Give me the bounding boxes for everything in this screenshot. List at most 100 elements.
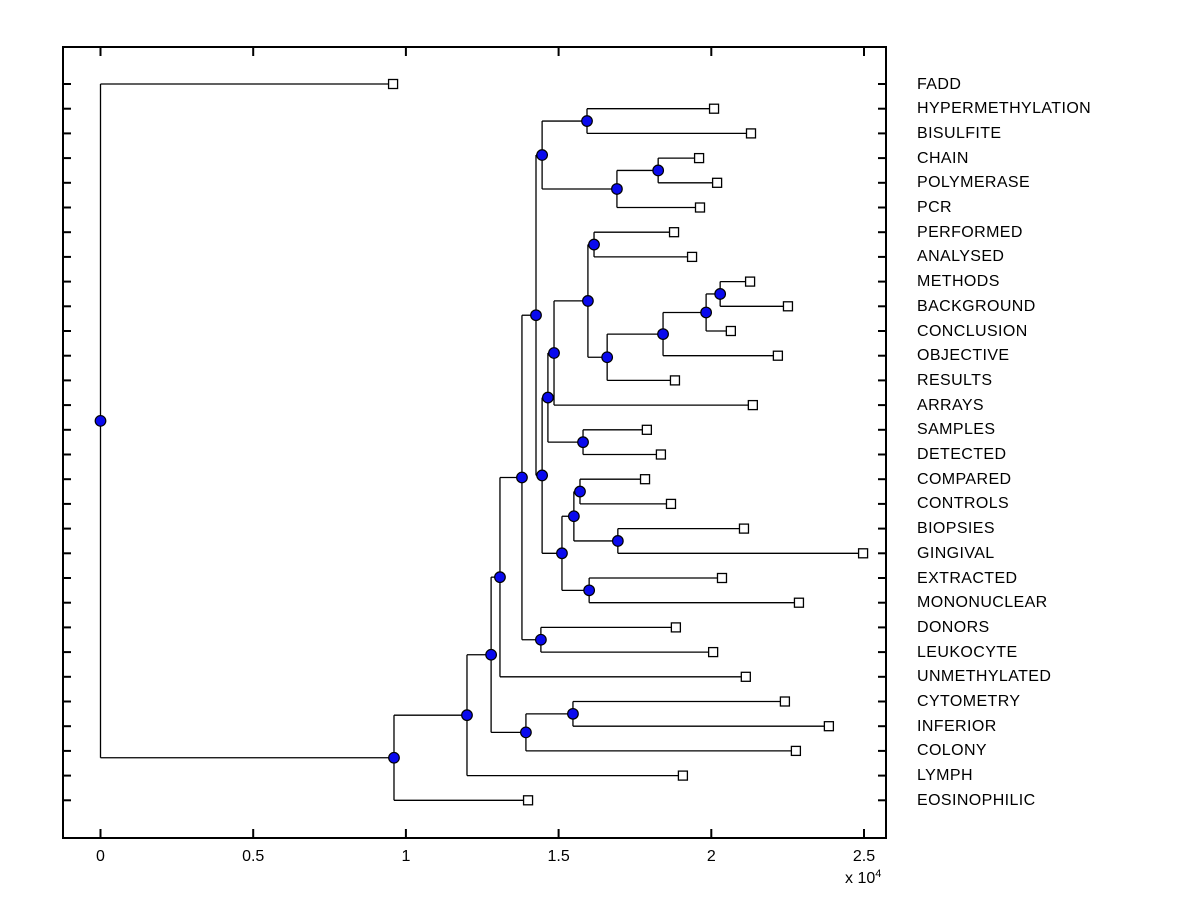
leaf-marker xyxy=(772,350,784,361)
leaf-label-arrays: ARRAYS xyxy=(917,396,985,414)
internal-node-marker xyxy=(574,485,586,498)
internal-node-marker xyxy=(611,183,623,195)
leaf-marker xyxy=(744,276,756,287)
x-tick-label-0: 0 xyxy=(96,848,105,865)
internal-node-marker xyxy=(485,648,498,661)
leaf-label-lymph: LYMPH xyxy=(917,767,973,785)
leaf-label-inferior: INFERIOR xyxy=(917,717,997,735)
leaf-label-pcr: PCR xyxy=(917,199,952,216)
leaf-label-gingival: GINGIVAL xyxy=(917,544,995,562)
x-tick-label-0.5: 0.5 xyxy=(242,848,265,865)
leaf-label-eosinophilic: EOSINOPHILIC xyxy=(917,791,1036,809)
internal-node-marker xyxy=(583,584,596,597)
leaf-label-chain: CHAIN xyxy=(917,149,969,167)
internal-node-marker xyxy=(530,309,542,322)
leaf-marker xyxy=(857,548,869,559)
leaf-label-cytometry: CYTOMETRY xyxy=(917,693,1021,710)
leaf-label-fadd: FADD xyxy=(917,75,962,93)
internal-node-marker xyxy=(601,351,614,364)
internal-node-marker xyxy=(582,294,594,307)
leaf-marker xyxy=(655,449,667,460)
leaf-label-samples: SAMPLES xyxy=(917,421,996,439)
leaf-marker xyxy=(779,696,791,707)
leaf-marker xyxy=(387,78,399,90)
internal-node-marker xyxy=(388,751,400,764)
leaf-marker xyxy=(665,498,677,510)
leaf-marker xyxy=(522,795,534,806)
leaf-marker xyxy=(790,745,802,757)
leaf-marker xyxy=(694,202,706,213)
axis-multiplier-base: x 10 xyxy=(845,870,876,887)
leaf-label-leukocyte: LEUKOCYTE xyxy=(917,643,1018,661)
leaf-marker xyxy=(708,103,720,114)
internal-node-marker xyxy=(567,707,579,720)
leaf-label-background: BACKGROUND xyxy=(917,297,1036,315)
leaf-label-unmethylated: UNMETHYLATED xyxy=(917,668,1052,686)
leaf-marker xyxy=(725,325,736,337)
x-tick-label-1.5: 1.5 xyxy=(547,848,570,865)
leaf-label-mononuclear: MONONUCLEAR xyxy=(917,594,1048,612)
leaf-marker xyxy=(793,597,805,608)
internal-node-marker xyxy=(520,726,532,739)
x-tick-label-2.5: 2.5 xyxy=(852,848,876,865)
internal-node-marker xyxy=(536,149,549,161)
leaf-marker xyxy=(693,152,705,164)
leaf-marker xyxy=(738,523,750,534)
internal-node-marker xyxy=(581,115,593,127)
internal-node-marker xyxy=(536,469,549,482)
internal-node-marker xyxy=(611,535,624,547)
internal-node-marker xyxy=(556,547,568,560)
internal-node-marker xyxy=(567,510,580,523)
leaf-label-bisulfite: BISULFITE xyxy=(917,124,1002,142)
leaf-marker xyxy=(639,474,651,485)
leaf-label-analysed: ANALYSED xyxy=(917,248,1005,266)
leaf-marker xyxy=(823,721,835,732)
leaf-label-polymerase: POLYMERASE xyxy=(917,174,1031,192)
leaf-marker xyxy=(711,177,723,188)
leaf-marker xyxy=(641,424,653,435)
internal-node-marker xyxy=(548,347,560,359)
internal-node-marker xyxy=(542,391,554,404)
leaf-marker xyxy=(707,646,719,658)
leaf-label-detected: DETECTED xyxy=(917,446,1007,463)
leaf-label-extracted: EXTRACTED xyxy=(917,569,1018,587)
leaf-marker xyxy=(747,399,758,411)
leaf-label-biopsies: BIOPSIES xyxy=(917,520,995,538)
leaf-label-controls: CONTROLS xyxy=(917,495,1010,513)
internal-node-marker xyxy=(516,471,528,484)
leaf-marker xyxy=(745,128,757,139)
internal-node-marker xyxy=(714,288,727,300)
internal-node-marker xyxy=(577,436,589,449)
leaf-label-compared: COMPARED xyxy=(917,470,1012,488)
internal-node-marker xyxy=(588,238,600,251)
leaf-label-results: RESULTS xyxy=(917,371,993,389)
leaf-marker xyxy=(686,251,698,263)
leaf-marker xyxy=(782,301,794,312)
leaf-marker xyxy=(677,770,689,781)
internal-node-marker xyxy=(94,414,107,427)
leaf-label-hypermethylation: HYPERMETHYLATION xyxy=(917,100,1092,118)
leaf-marker xyxy=(668,227,680,238)
leaf-label-colony: COLONY xyxy=(917,742,987,760)
leaf-marker xyxy=(740,671,751,682)
leaf-label-donors: DONORS xyxy=(917,618,990,636)
x-tick-label-2: 2 xyxy=(706,848,716,865)
leaf-marker xyxy=(716,572,728,584)
leaf-label-performed: PERFORMED xyxy=(917,223,1023,241)
internal-node-marker xyxy=(461,709,473,722)
leaf-label-objective: OBJECTIVE xyxy=(917,347,1010,365)
leaf-marker xyxy=(669,375,681,386)
internal-node-marker xyxy=(657,328,669,340)
leaf-label-methods: METHODS xyxy=(917,273,1000,291)
leaf-marker xyxy=(670,622,682,633)
internal-node-marker xyxy=(652,164,665,177)
axes-box xyxy=(62,46,887,839)
internal-node-marker xyxy=(494,571,506,584)
x-tick-label-1: 1 xyxy=(401,848,411,865)
axis-multiplier: x 104 xyxy=(845,868,881,888)
leaf-label-conclusion: CONCLUSION xyxy=(917,322,1028,340)
axis-multiplier-exponent: 4 xyxy=(875,868,882,880)
internal-node-marker xyxy=(700,306,713,319)
